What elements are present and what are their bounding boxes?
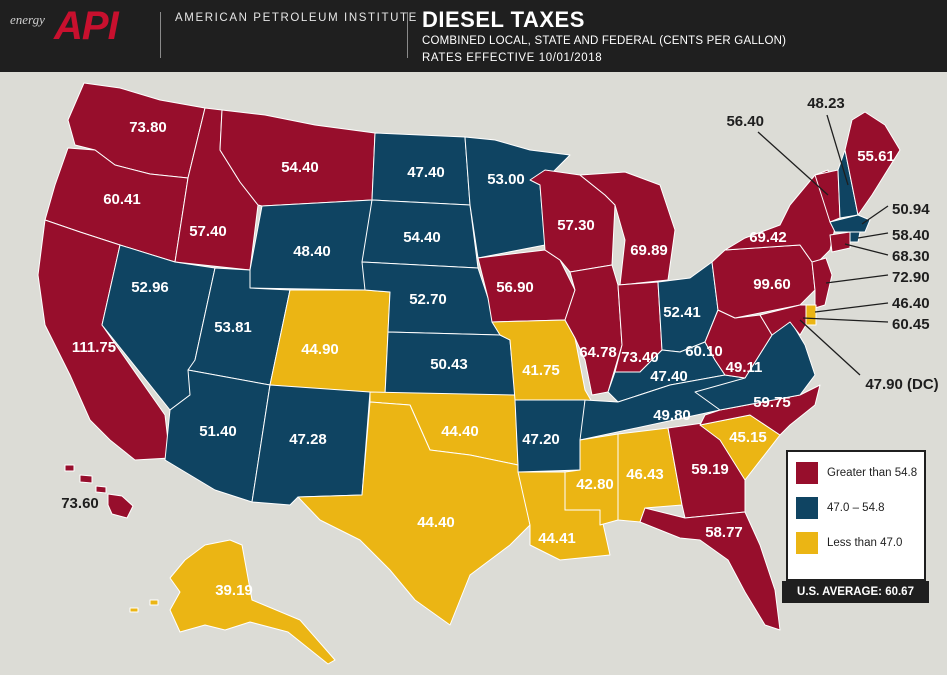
state-value-or: 60.41 [103, 191, 141, 208]
organization-name: AMERICAN PETROLEUM INSTITUTE [175, 12, 418, 24]
legend-item-mid: 47.0 – 54.8 [796, 497, 885, 519]
leader-md [802, 317, 889, 323]
leader-nh [826, 114, 849, 186]
state-md[interactable] [759, 304, 807, 336]
leader-vt [757, 131, 829, 196]
state-value-fl: 58.77 [705, 524, 743, 541]
state-wy[interactable] [249, 199, 373, 291]
header-divider [407, 12, 408, 58]
state-value-mi: 69.89 [630, 242, 668, 259]
map-subtitle: COMBINED LOCAL, STATE AND FEDERAL (CENTS… [422, 35, 787, 47]
state-hi[interactable] [64, 464, 134, 519]
state-value-in: 73.40 [621, 349, 659, 366]
state-value-la: 44.41 [538, 530, 576, 547]
legend-item-high: Greater than 54.8 [796, 462, 917, 484]
legend-label: Less than 47.0 [827, 537, 903, 549]
us-average: U.S. AVERAGE: 60.67 [782, 581, 929, 603]
state-value-va: 49.11 [726, 359, 763, 376]
state-value-id: 57.40 [189, 223, 227, 240]
leader-ct [844, 243, 889, 256]
state-value-sc: 45.15 [729, 429, 767, 446]
state-value-az: 51.40 [199, 423, 237, 440]
state-value-vt: 56.40 [726, 113, 764, 130]
state-value-ut: 53.81 [214, 319, 252, 336]
state-value-dc: 47.90 (DC) [865, 376, 938, 393]
leader-nj [825, 274, 889, 284]
state-tx[interactable] [297, 401, 531, 626]
state-de[interactable] [805, 304, 817, 326]
state-value-tn: 49.80 [653, 407, 691, 424]
state-value-ma: 50.94 [892, 201, 930, 218]
state-value-ks: 50.43 [430, 356, 468, 373]
state-value-sd: 54.40 [403, 229, 441, 246]
legend-swatch [796, 497, 818, 519]
state-value-mo: 41.75 [522, 362, 560, 379]
state-value-mt: 54.40 [281, 159, 319, 176]
state-value-ne: 52.70 [409, 291, 447, 308]
effective-date: RATES EFFECTIVE 10/01/2018 [422, 52, 603, 64]
state-value-wi: 57.30 [557, 217, 595, 234]
leader-ri [857, 232, 889, 239]
state-value-de: 46.40 [892, 295, 930, 312]
state-value-nh: 48.23 [807, 95, 845, 112]
legend-swatch [796, 462, 818, 484]
state-value-ky: 47.40 [650, 368, 688, 385]
legend-label: Greater than 54.8 [827, 467, 918, 479]
state-value-me: 55.61 [857, 148, 895, 165]
state-value-nv: 52.96 [131, 279, 169, 296]
state-nj[interactable] [811, 257, 833, 309]
legend-item-low: Less than 47.0 [796, 532, 902, 554]
state-fl[interactable] [639, 507, 781, 631]
state-value-ri: 58.40 [892, 227, 930, 244]
state-ri[interactable] [849, 231, 861, 243]
state-value-nj: 72.90 [892, 269, 930, 286]
state-value-il: 64.78 [579, 344, 617, 361]
state-value-wa: 73.80 [129, 119, 167, 136]
state-ak[interactable] [129, 539, 336, 665]
state-ma[interactable] [829, 214, 871, 233]
state-value-ms: 42.80 [576, 476, 614, 493]
state-value-wv: 60.10 [685, 343, 723, 360]
state-value-nm: 47.28 [289, 431, 327, 448]
state-ar[interactable] [514, 399, 586, 473]
api-logo: API [54, 4, 119, 48]
state-value-ct: 68.30 [892, 248, 930, 265]
state-value-ny: 69.42 [749, 229, 787, 246]
state-value-ga: 59.19 [691, 461, 729, 478]
state-value-wy: 48.40 [293, 243, 331, 260]
state-mi[interactable] [579, 171, 676, 286]
leader-de [814, 302, 889, 313]
state-value-al: 46.43 [626, 466, 664, 483]
header-divider [160, 12, 161, 58]
state-il[interactable] [564, 264, 623, 396]
state-value-ak: 39.19 [215, 582, 253, 599]
logo-energy-text: energy [10, 12, 45, 27]
state-value-nc: 59.75 [753, 394, 791, 411]
legend-swatch [796, 532, 818, 554]
state-value-ok: 44.40 [441, 423, 479, 440]
map-title: DIESEL TAXES [422, 7, 585, 32]
legend-label: 47.0 – 54.8 [827, 502, 885, 514]
state-value-nd: 47.40 [407, 164, 445, 181]
state-nc[interactable] [699, 384, 821, 436]
state-value-oh: 52.41 [663, 304, 701, 321]
state-ct[interactable] [829, 231, 851, 253]
state-value-tx: 44.40 [417, 514, 455, 531]
state-value-hi: 73.60 [61, 495, 99, 512]
state-value-ar: 47.20 [522, 431, 560, 448]
state-value-pa: 99.60 [753, 276, 791, 293]
state-value-ca: 111.75 [72, 339, 116, 356]
leader-dc [799, 319, 861, 376]
state-value-co: 44.90 [301, 341, 339, 358]
state-value-ia: 56.90 [496, 279, 534, 296]
state-value-mn: 53.00 [487, 171, 525, 188]
state-me[interactable] [844, 111, 901, 216]
header: energy API AMERICAN PETROLEUM INSTITUTE … [0, 0, 947, 72]
state-value-md: 60.45 [892, 316, 930, 333]
leader-ma [861, 205, 889, 225]
legend: Greater than 54.8 47.0 – 54.8 Less than … [786, 450, 926, 581]
